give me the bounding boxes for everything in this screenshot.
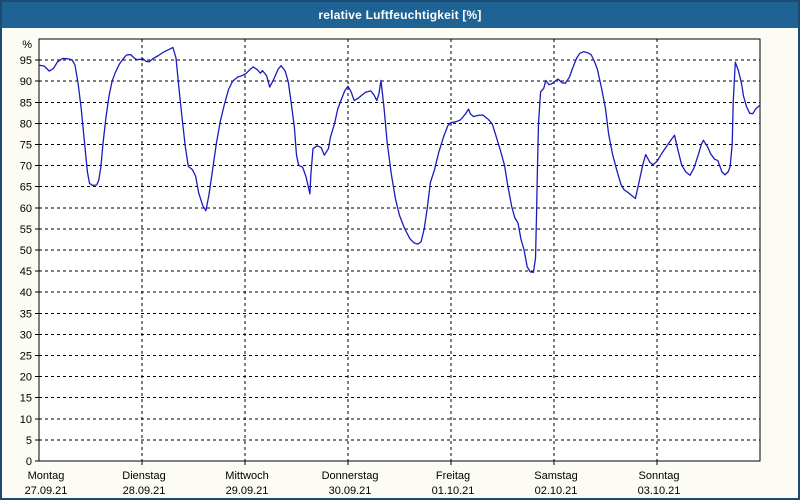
day-name-label: Mittwoch	[225, 470, 268, 482]
svg-text:40: 40	[20, 287, 32, 299]
chart-container: 0 5 10 15 20 25 30 35 40 45 50 55 60 65 70 75 80 85 90 95% M…	[2, 28, 798, 498]
day-date-label: 27.09.21	[25, 485, 68, 497]
svg-text:5: 5	[26, 435, 32, 447]
day-name-label: Sonntag	[639, 470, 680, 482]
svg-text:15: 15	[20, 393, 32, 405]
day-date-label: 30.09.21	[329, 485, 372, 497]
svg-text:70: 70	[20, 161, 32, 173]
y-axis-unit-label: %	[22, 39, 32, 51]
day-name-label: Samstag	[534, 470, 577, 482]
day-date-label: 03.10.21	[638, 485, 681, 497]
axes	[35, 38, 761, 465]
svg-text:30: 30	[20, 329, 32, 341]
grid-lines	[39, 39, 760, 461]
day-date-label: 28.09.21	[123, 485, 166, 497]
day-date-label: 29.09.21	[226, 485, 269, 497]
svg-text:50: 50	[20, 245, 32, 257]
day-date-label: 01.10.21	[432, 485, 475, 497]
svg-text:90: 90	[20, 76, 32, 88]
window-titlebar: relative Luftfeuchtigkeit [%]	[2, 2, 798, 28]
humidity-series-line	[38, 46, 761, 274]
svg-text:10: 10	[20, 414, 32, 426]
svg-text:60: 60	[20, 203, 32, 215]
window-title: relative Luftfeuchtigkeit [%]	[318, 8, 482, 22]
day-name-label: Dienstag	[122, 470, 165, 482]
svg-text:85: 85	[20, 97, 32, 109]
day-name-label: Donnerstag	[322, 470, 379, 482]
svg-text:95: 95	[20, 55, 32, 67]
humidity-line-chart: 0 5 10 15 20 25 30 35 40 45 50 55 60 65 70 75 80 85 90 95% M…	[20, 38, 761, 497]
svg-text:20: 20	[20, 372, 32, 384]
svg-text:55: 55	[20, 224, 32, 236]
x-axis-labels: Montag 27.09.21 Dienstag 28.09.21 Mittwoch 29…	[25, 470, 681, 497]
svg-text:25: 25	[20, 351, 32, 363]
svg-text:0: 0	[26, 456, 32, 468]
svg-text:75: 75	[20, 140, 32, 152]
y-axis-labels: 0 5 10 15 20 25 30 35 40 45 50 55 60 65 70 75 80 85 90 95%	[20, 39, 32, 468]
svg-text:45: 45	[20, 266, 32, 278]
svg-text:65: 65	[20, 182, 32, 194]
svg-text:35: 35	[20, 308, 32, 320]
svg-text:80: 80	[20, 118, 32, 130]
day-date-label: 02.10.21	[535, 485, 578, 497]
day-name-label: Freitag	[436, 470, 470, 482]
day-name-label: Montag	[28, 470, 65, 482]
